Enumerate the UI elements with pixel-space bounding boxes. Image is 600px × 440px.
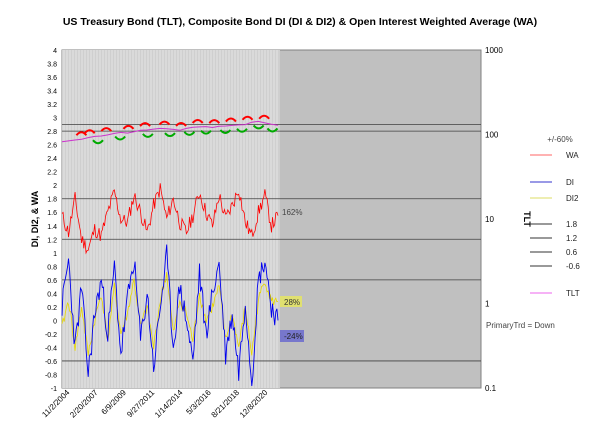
trough-marker (92, 139, 104, 145)
primary-trend-label: PrimaryTrd = Down (486, 321, 555, 330)
trough-marker (252, 124, 265, 130)
left-tick-label: 3.2 (47, 102, 57, 109)
left-tick-label: -0.4 (45, 345, 57, 352)
left-tick-label: 3.8 (47, 62, 57, 69)
legend: WA DI DI2 1.8 1.2 0.6 -0.6 TLT (530, 151, 580, 298)
trough-marker (164, 132, 176, 138)
peak-marker (122, 124, 135, 130)
right-axis-ticks: 1000 100 10 1 0.1 (485, 46, 503, 393)
left-tick-label: 4 (53, 48, 57, 55)
legend-label: -0.6 (566, 262, 580, 271)
left-tick-label: 3 (53, 116, 57, 123)
di-pct-label: -24% (284, 332, 303, 341)
series-lines (61, 120, 279, 386)
trough-marker (266, 127, 279, 133)
peak-marker (100, 127, 113, 132)
peak-marker (139, 122, 151, 127)
y-axis-left-label: DI, DI2, & WA (30, 190, 40, 247)
trough-marker (183, 131, 196, 136)
peak-marker (175, 121, 187, 127)
right-tick-label: 10 (485, 215, 494, 224)
trough-marker (200, 129, 212, 135)
left-tick-label: 0.2 (47, 305, 57, 312)
peak-marker (75, 131, 88, 136)
series-line-wa (61, 183, 279, 255)
left-tick-label: 1.6 (47, 210, 57, 217)
left-tick-label: -1 (51, 386, 57, 393)
trough-marker (114, 135, 126, 141)
trough-marker (236, 128, 248, 133)
peak-marker (241, 115, 254, 121)
legend-label: DI2 (566, 194, 579, 203)
left-tick-label: 1.4 (47, 224, 57, 231)
di-pct-box (280, 330, 304, 342)
peak-marker (158, 120, 171, 126)
left-tick-label: -0.6 (45, 359, 57, 366)
trough-marker (219, 129, 232, 135)
left-tick-label: 2.8 (47, 129, 57, 136)
trough-marker (142, 133, 154, 138)
chart-title: US Treasury Bond (TLT), Composite Bond D… (63, 16, 537, 28)
right-tick-label: 0.1 (485, 384, 497, 393)
right-tick-label: 1 (485, 300, 490, 309)
legend-label: 0.6 (566, 248, 578, 257)
left-tick-label: 3.4 (47, 89, 57, 96)
left-tick-label: 2.6 (47, 143, 57, 150)
legend-label: 1.8 (566, 220, 578, 229)
left-tick-label: 0.4 (47, 291, 57, 298)
peak-marker (191, 118, 204, 124)
legend-label: WA (566, 151, 579, 160)
wa-markers (75, 114, 279, 145)
legend-label: DI (566, 178, 574, 187)
peak-marker (83, 129, 96, 134)
di2-pct-box (280, 296, 302, 307)
left-tick-label: 0.8 (47, 264, 57, 271)
y-axis-right-label: TLT (522, 211, 532, 227)
left-tick-label: 1.8 (47, 197, 57, 204)
left-tick-label: 2 (53, 183, 57, 190)
left-tick-label: 1.2 (47, 237, 57, 244)
left-tick-label: 3.6 (47, 75, 57, 82)
right-tick-label: 1000 (485, 46, 503, 55)
pct-header-label: +/-60% (547, 135, 573, 144)
left-tick-label: -0.8 (45, 373, 57, 380)
left-tick-label: 0.6 (47, 278, 57, 285)
left-tick-label: -0.2 (45, 332, 57, 339)
left-tick-label: 2.4 (47, 156, 57, 163)
series-line-di (61, 244, 279, 386)
left-axis-ticks: 4 3.8 3.6 3.4 3.2 3 2.8 2.6 2.4 2.2 2 1.8 1.6 1.4 1.2 1… (45, 48, 57, 393)
left-tick-label: 1 (53, 251, 57, 258)
wa-pct-label: 162% (282, 208, 302, 217)
peak-marker (208, 119, 221, 124)
right-tick-label: 100 (485, 131, 499, 140)
di2-pct-label: 28% (284, 298, 300, 307)
series-line-tlt (61, 120, 279, 143)
left-tick-label: 2.2 (47, 170, 57, 177)
legend-label: TLT (566, 289, 580, 298)
legend-label: 1.2 (566, 234, 578, 243)
left-tick-label: 0 (53, 318, 57, 325)
peak-marker (258, 114, 270, 120)
peak-marker (225, 117, 237, 123)
